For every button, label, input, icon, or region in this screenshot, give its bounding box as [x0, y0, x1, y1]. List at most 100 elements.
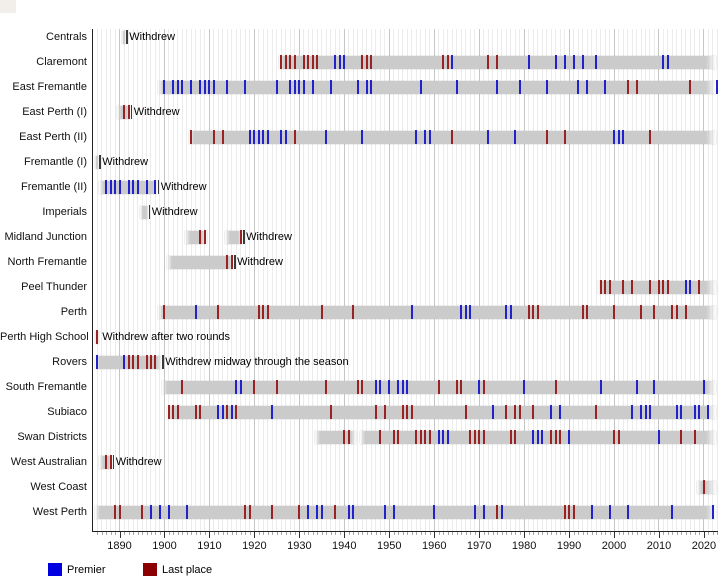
premier-tick — [487, 130, 490, 144]
last-place-tick — [640, 305, 642, 319]
last-place-tick — [487, 55, 490, 69]
x-axis-tick — [384, 532, 386, 535]
x-axis-tick — [281, 532, 283, 535]
year-gridline — [172, 29, 174, 532]
x-axis-tick — [672, 532, 674, 535]
year-gridline — [231, 29, 233, 532]
premier-tick — [172, 80, 175, 94]
premier-tick — [563, 55, 566, 69]
x-axis-tick — [461, 532, 463, 535]
last-place-tick — [532, 305, 535, 319]
premier-tick — [415, 130, 418, 144]
withdrew-marker — [234, 255, 236, 269]
row-label-centrals: Centrals — [46, 30, 87, 43]
x-axis-tick — [213, 532, 215, 535]
last-place-tick — [248, 505, 251, 519]
participation-bar-centrals — [121, 30, 127, 44]
last-place-tick — [572, 505, 575, 519]
premier-tick — [145, 180, 148, 194]
row-label-subiaco: Subiaco — [47, 405, 87, 418]
x-axis-tick — [578, 532, 580, 535]
x-axis-tick — [249, 532, 251, 535]
last-place-tick — [163, 305, 166, 319]
year-gridline — [316, 29, 318, 532]
year-gridline — [267, 29, 269, 532]
year-gridline — [181, 29, 183, 532]
premier-tick — [545, 80, 548, 94]
row-label-east-perth-2: East Perth (II) — [19, 130, 87, 143]
last-place-tick — [608, 280, 611, 294]
last-place-tick — [437, 380, 440, 394]
last-place-tick — [325, 380, 328, 394]
last-place-tick — [199, 230, 202, 244]
decade-gridline — [298, 29, 300, 532]
year-gridline — [483, 29, 485, 532]
x-axis-tick — [569, 532, 571, 538]
x-axis-tick — [542, 532, 544, 535]
decade-gridline — [478, 29, 480, 532]
x-axis-tick — [290, 532, 292, 535]
premier-tick — [464, 305, 467, 319]
x-axis-tick — [694, 532, 696, 535]
year-gridline — [501, 29, 503, 532]
last-place-tick — [145, 355, 148, 369]
last-place-tick — [469, 430, 472, 444]
participation-bar-east-fremantle — [157, 80, 716, 94]
year-gridline — [132, 29, 134, 532]
premier-tick — [482, 505, 485, 519]
last-place-tick — [374, 405, 377, 419]
year-gridline — [555, 29, 557, 532]
withdrew-marker — [157, 180, 160, 194]
year-gridline — [564, 29, 566, 532]
last-place-tick — [666, 280, 669, 294]
x-axis-tick — [596, 532, 598, 535]
last-place-tick — [154, 355, 157, 369]
last-place-swatch — [143, 563, 157, 576]
x-axis-tick — [690, 532, 692, 535]
premier-tick — [302, 80, 305, 94]
premier-tick — [109, 180, 112, 194]
year-gridline — [496, 29, 498, 532]
x-axis-tick — [317, 532, 319, 535]
x-axis-tick — [416, 532, 418, 535]
x-axis-tick — [308, 532, 310, 535]
premier-tick — [684, 280, 687, 294]
year-gridline — [177, 29, 179, 532]
last-place-tick — [343, 430, 346, 444]
last-place-tick — [266, 305, 269, 319]
last-place-tick — [212, 130, 215, 144]
year-gridline — [546, 29, 548, 532]
premier-tick — [388, 380, 391, 394]
x-axis-label: 1920 — [242, 540, 267, 552]
x-axis-tick — [294, 532, 296, 535]
premier-tick — [595, 55, 598, 69]
x-axis-tick — [641, 532, 642, 535]
premier-tick — [514, 130, 517, 144]
premier-tick — [293, 80, 296, 94]
year-gridline — [397, 29, 399, 532]
participation-bar-west-perth — [94, 505, 716, 519]
last-place-tick — [473, 430, 476, 444]
year-gridline — [384, 29, 386, 532]
last-place-tick — [505, 405, 508, 419]
x-axis-tick — [515, 532, 517, 535]
y-axis-line — [92, 29, 93, 532]
last-place-tick — [424, 430, 427, 444]
last-place-tick — [455, 380, 458, 394]
premier-tick — [559, 405, 562, 419]
premier-tick — [617, 130, 620, 144]
x-axis-tick — [142, 532, 143, 535]
last-place-tick — [617, 430, 620, 444]
last-place-tick — [383, 405, 386, 419]
x-axis-tick — [609, 532, 611, 535]
last-place-tick — [419, 430, 422, 444]
premier-tick — [608, 505, 611, 519]
premier-tick — [572, 55, 575, 69]
premier-tick — [194, 305, 197, 319]
x-axis-label: 2010 — [646, 540, 672, 552]
x-axis-tick — [366, 532, 368, 535]
premier-tick — [311, 80, 314, 94]
premier-tick — [599, 380, 602, 394]
premier-tick — [648, 405, 651, 419]
x-axis-tick — [443, 532, 445, 535]
